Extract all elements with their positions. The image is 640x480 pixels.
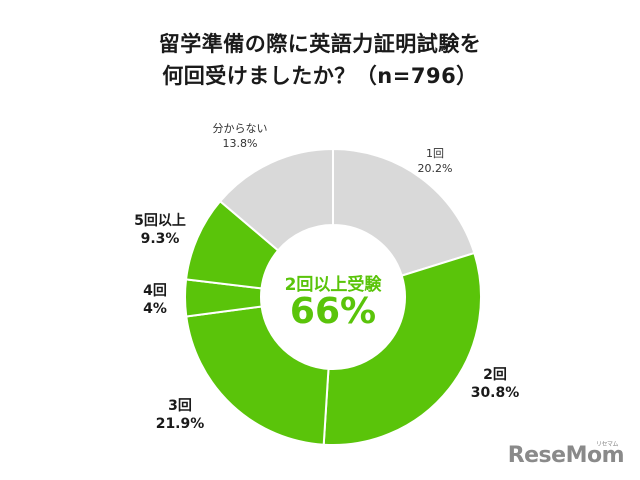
center-value: 66% xyxy=(289,291,377,332)
label-twice: 2回 30.8% xyxy=(460,366,530,402)
label-unknown-pct: 13.8% xyxy=(222,137,258,150)
label-three: 3回 21.9% xyxy=(150,397,210,433)
center-caption: 2回以上受験 xyxy=(284,275,382,295)
label-twice-name: 2回 xyxy=(483,367,507,383)
donut-slice-1 xyxy=(322,251,482,446)
logo-kana: リセマム xyxy=(595,441,619,448)
label-twice-pct: 30.8% xyxy=(470,385,520,401)
label-five-plus-pct: 9.3% xyxy=(140,231,180,247)
label-unknown: 分からない 13.8% xyxy=(200,121,280,151)
label-five-plus-name: 5回以上 xyxy=(134,213,186,229)
label-three-pct: 21.9% xyxy=(155,416,205,432)
donut-slice-5 xyxy=(218,147,334,252)
chart-title-line-1: 留学準備の際に英語力証明試験を xyxy=(158,32,482,56)
label-five-plus: 5回以上 9.3% xyxy=(120,212,200,248)
label-once: 1回 20.2% xyxy=(400,146,470,176)
resemom-logo: ReseMom リセマム xyxy=(507,441,625,468)
label-three-name: 3回 xyxy=(168,398,192,414)
donut-slice-2 xyxy=(185,305,330,446)
donut-slice-0 xyxy=(332,147,476,277)
label-unknown-name: 分からない xyxy=(212,122,268,135)
label-four-name: 4回 xyxy=(143,283,167,299)
label-four-pct: 4% xyxy=(143,301,167,317)
label-once-pct: 20.2% xyxy=(417,162,453,175)
chart-title-line-2: 何回受けましたか？（n=796） xyxy=(162,64,478,88)
label-once-name: 1回 xyxy=(426,147,444,160)
chart-title: 留学準備の際に英語力証明試験を 何回受けましたか？（n=796） xyxy=(0,28,640,92)
logo-text: ReseMom xyxy=(507,443,625,468)
label-four: 4回 4% xyxy=(130,282,180,318)
